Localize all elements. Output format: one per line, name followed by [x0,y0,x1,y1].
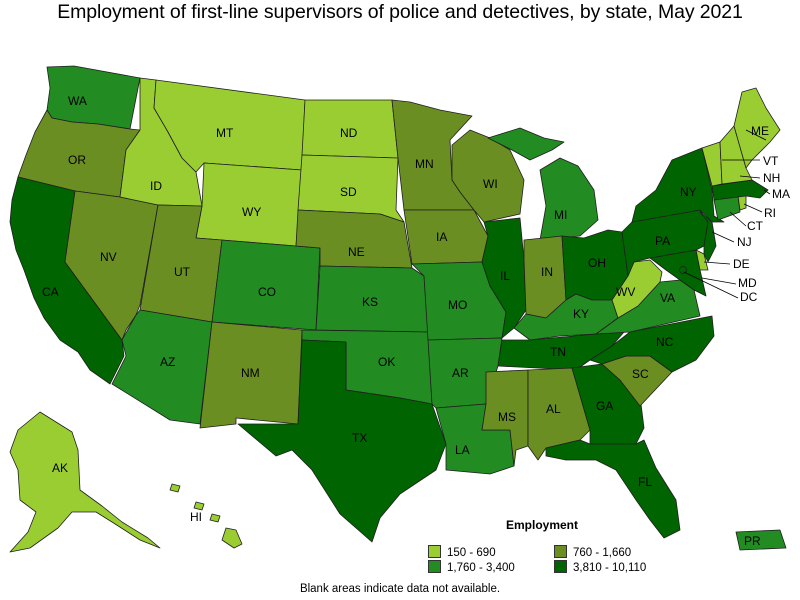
state-DE[interactable] [695,249,709,271]
label-AR: AR [452,366,469,380]
label-GA: GA [596,399,613,413]
label-NH: NH [763,171,780,185]
label-leader-lines [683,129,771,299]
label-WA: WA [68,94,87,108]
state-HI-3[interactable] [193,501,205,511]
state-HI-islands [169,483,243,549]
state-MI[interactable] [539,157,599,241]
label-UT: UT [174,265,191,279]
label-WI: WI [483,177,498,191]
label-CO: CO [258,285,276,299]
state-MI-upper[interactable] [487,127,565,161]
label-OH: OH [588,256,606,270]
label-MS: MS [498,410,516,424]
state-PR[interactable] [735,529,787,551]
label-OR: OR [68,153,86,167]
label-ME: ME [751,124,769,138]
label-CA: CA [42,285,59,299]
state-NH[interactable] [719,125,753,185]
legend-label-1: 150 - 690 [447,547,496,559]
label-FL: FL [638,475,652,489]
label-ND: ND [340,126,358,140]
label-AL: AL [546,402,561,416]
state-FL[interactable] [545,439,681,539]
state-AK[interactable] [9,411,161,553]
label-MI: MI [554,208,567,222]
label-NV: NV [100,250,117,264]
label-RI: RI [764,206,776,220]
state-NY[interactable] [631,147,725,223]
state-ME[interactable] [733,87,781,169]
label-MT: MT [216,126,234,140]
legend-item-1: 150 - 690 [428,545,496,559]
state-KY[interactable] [513,293,619,341]
label-TX: TX [352,431,367,445]
legend-swatch-2 [554,545,567,558]
label-HI: HI [190,510,202,524]
label-ID: ID [150,179,162,193]
label-AZ: AZ [160,355,175,369]
label-IA: IA [436,230,447,244]
label-SD: SD [340,185,357,199]
label-IN: IN [541,265,553,279]
label-DC: DC [740,290,758,304]
label-DE: DE [733,257,750,271]
state-TX[interactable] [237,339,447,543]
legend-item-2: 760 - 1,660 [554,545,631,559]
legend-item-4: 3,810 - 10,110 [554,560,646,574]
legend-swatch-3 [428,560,441,573]
label-NY: NY [680,185,697,199]
state-HI-4[interactable] [169,483,181,493]
label-VT: VT [763,154,779,168]
legend-title: Employment [506,518,579,532]
state-IL[interactable] [481,217,527,339]
label-MD: MD [738,276,757,290]
legend-label-4: 3,810 - 10,110 [573,562,647,574]
label-SC: SC [632,367,649,381]
state-HI[interactable] [221,527,243,549]
map-title: Employment of first-line supervisors of … [57,1,743,23]
label-IL: IL [500,269,510,283]
label-KY: KY [573,307,589,321]
legend-label-3: 1,760 - 3,400 [447,562,515,574]
label-NC: NC [656,335,674,349]
label-OK: OK [378,355,395,369]
label-KS: KS [362,295,378,309]
label-VA: VA [660,291,675,305]
label-MO: MO [448,298,467,312]
label-NE: NE [348,245,365,259]
state-NC[interactable] [589,315,715,373]
label-NM: NM [241,366,260,380]
state-DC[interactable] [679,266,687,274]
label-WV: WV [616,285,635,299]
legend: Employment 150 - 690 760 - 1,660 1,760 -… [428,518,678,578]
legend-label-2: 760 - 1,660 [573,547,632,559]
label-LA: LA [455,443,470,457]
label-NJ: NJ [737,235,752,249]
label-PR: PR [744,534,761,548]
legend-swatch-1 [428,545,441,558]
legend-swatch-4 [554,560,567,573]
footnote: Blank areas indicate data not available. [299,583,501,595]
state-NJ[interactable] [699,211,717,263]
state-labels: WA OR CA NV ID MT WY UT AZ CO NM ND SD N… [42,94,790,548]
label-CT: CT [747,219,764,233]
label-PA: PA [655,234,670,248]
label-WY: WY [242,205,261,219]
state-HI-2[interactable] [209,513,221,523]
label-MA: MA [772,187,790,201]
legend-item-3: 1,760 - 3,400 [428,560,515,574]
state-WI[interactable] [451,129,525,223]
label-AK: AK [52,461,68,475]
label-MN: MN [415,157,434,171]
label-TN: TN [550,345,566,359]
